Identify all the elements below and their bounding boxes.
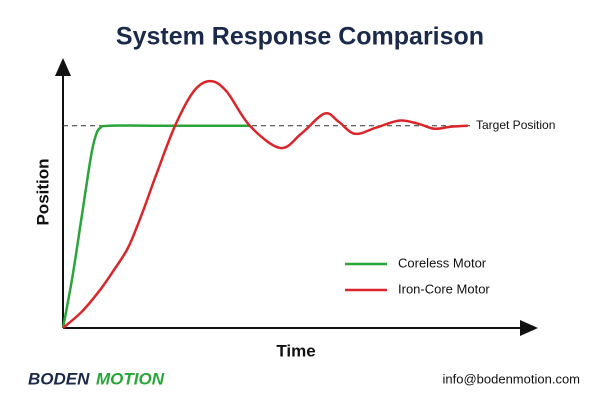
logo-part2: MOTION <box>96 369 165 388</box>
logo-part1: BODEN <box>28 369 90 388</box>
legend-label: Coreless Motor <box>398 255 487 270</box>
y-axis-label: Position <box>33 158 52 225</box>
series-line <box>62 79 468 329</box>
series-line <box>61 124 250 329</box>
email: info@bodenmotion.com <box>443 371 581 386</box>
annotation: Target Position <box>476 118 555 132</box>
x-axis-label: Time <box>276 341 315 360</box>
legend-label: Iron-Core Motor <box>398 281 490 296</box>
chart-title: System Response Comparison <box>116 23 484 51</box>
